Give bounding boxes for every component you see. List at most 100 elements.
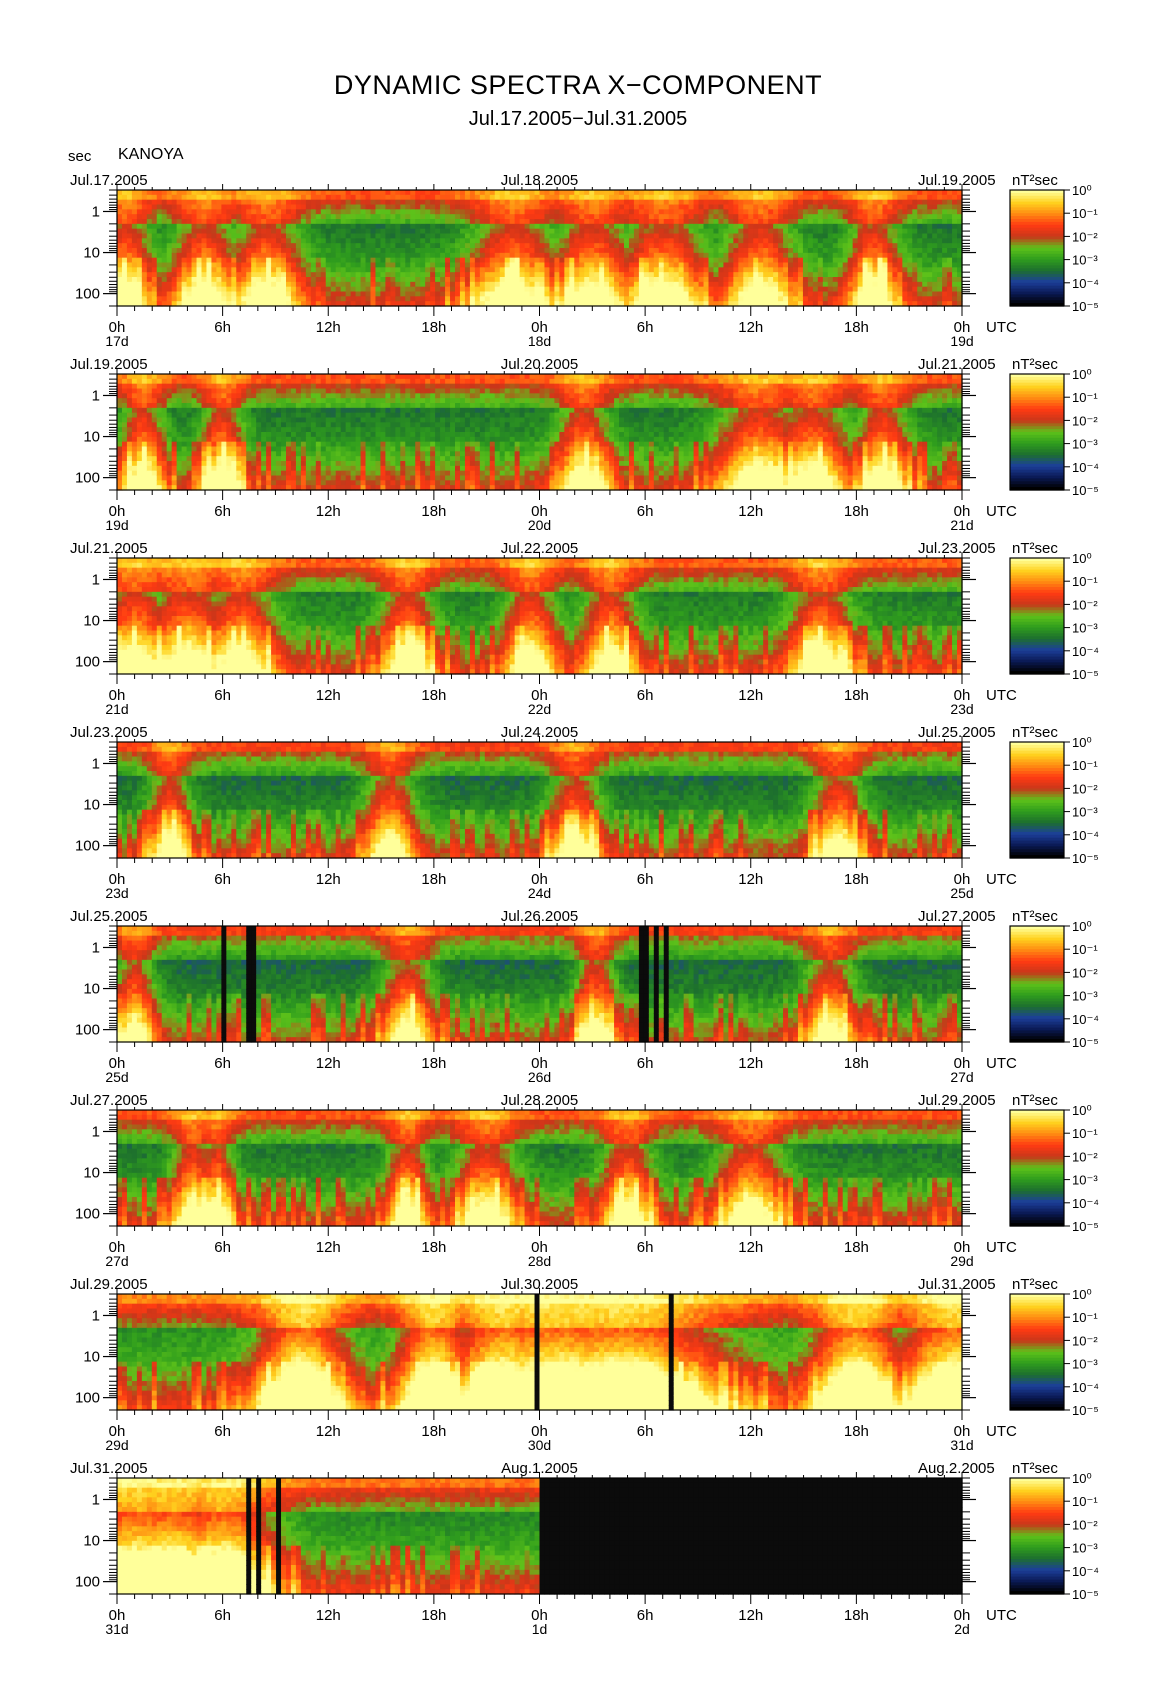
x-tick-label: 6h	[214, 1239, 231, 1256]
colorbar-tick-label: 10⁰	[1072, 1103, 1092, 1118]
x-tick-label: 6h	[637, 687, 654, 704]
day-label: 18d	[528, 333, 551, 349]
x-tick-label: 12h	[316, 687, 341, 704]
day-label: 23d	[950, 701, 973, 717]
colorbar-tick-label: 10⁻³	[1072, 621, 1098, 636]
x-tick-label: 18h	[421, 687, 446, 704]
colorbar-tick-label: 10⁻⁵	[1072, 1035, 1099, 1050]
spectrogram-image	[117, 1478, 963, 1595]
x-tick-label: 18h	[844, 1607, 869, 1624]
x-tick-label: 12h	[316, 1607, 341, 1624]
day-label: 29d	[105, 1437, 128, 1453]
panel-right-date: Jul.23.2005	[918, 540, 996, 557]
y-tick-label: 1	[92, 1491, 100, 1508]
colorbar-unit-label: nT²sec	[1012, 1276, 1058, 1293]
y-tick-label: 100	[75, 286, 100, 303]
colorbar-tick-label: 10⁰	[1072, 551, 1092, 566]
spectrogram-image	[117, 558, 963, 675]
x-tick-label: 6h	[214, 687, 231, 704]
day-label: 31d	[105, 1621, 128, 1637]
y-tick-label: 100	[75, 1206, 100, 1223]
spectrogram-image	[117, 1294, 963, 1411]
x-tick-label: 18h	[844, 687, 869, 704]
colorbar-tick-label: 10⁰	[1072, 735, 1092, 750]
day-label: 21d	[105, 701, 128, 717]
x-unit-label: UTC	[986, 1055, 1017, 1072]
colorbar-tick-label: 10⁻¹	[1072, 1494, 1098, 1509]
day-label: 24d	[528, 885, 551, 901]
x-unit-label: UTC	[986, 319, 1017, 336]
x-tick-label: 12h	[738, 319, 763, 336]
colorbar-tick-label: 10⁻²	[1072, 1333, 1098, 1348]
colorbar-tick-label: 10⁻¹	[1072, 390, 1098, 405]
x-tick-label: 12h	[738, 503, 763, 520]
colorbar-tick-label: 10⁻⁴	[1072, 1564, 1099, 1579]
x-tick-label: 12h	[738, 687, 763, 704]
x-tick-label: 12h	[316, 1055, 341, 1072]
colorbar-tick-label: 10⁻⁵	[1072, 667, 1099, 682]
panel-right-date: Jul.31.2005	[918, 1276, 996, 1293]
x-tick-label: 18h	[421, 1423, 446, 1440]
y-tick-label: 10	[83, 1349, 100, 1366]
x-unit-label: UTC	[986, 687, 1017, 704]
colorbar-unit-label: nT²sec	[1012, 172, 1058, 189]
y-tick-label: 1	[92, 1307, 100, 1324]
colorbar-tick-label: 10⁻⁴	[1072, 1380, 1099, 1395]
colorbar-tick-label: 10⁻⁴	[1072, 460, 1099, 475]
x-tick-label: 6h	[637, 1607, 654, 1624]
colorbar-tick-label: 10⁻³	[1072, 805, 1098, 820]
x-tick-label: 12h	[316, 1239, 341, 1256]
y-tick-label: 100	[75, 838, 100, 855]
y-tick-label: 100	[75, 1022, 100, 1039]
colorbar-tick-label: 10⁻⁴	[1072, 828, 1099, 843]
day-label: 26d	[528, 1069, 551, 1085]
spectra-panel-4: Jul.23.2005 Jul.24.2005 Jul.25.20051101000…	[70, 724, 1099, 901]
y-tick-label: 1	[92, 571, 100, 588]
x-tick-label: 6h	[637, 319, 654, 336]
x-tick-label: 18h	[844, 1055, 869, 1072]
day-label: 2d	[954, 1621, 970, 1637]
colorbar	[1010, 1110, 1070, 1227]
colorbar-unit-label: nT²sec	[1012, 1460, 1058, 1477]
panel-left-date: Jul.21.2005	[70, 540, 148, 557]
colorbar-tick-label: 10⁻¹	[1072, 574, 1098, 589]
colorbar	[1010, 1294, 1070, 1411]
colorbar-tick-label: 10⁻¹	[1072, 1126, 1098, 1141]
x-tick-label: 6h	[637, 871, 654, 888]
colorbar-tick-label: 10⁰	[1072, 183, 1092, 198]
x-tick-label: 6h	[214, 1055, 231, 1072]
panel-left-date: Jul.31.2005	[70, 1460, 148, 1477]
spectrogram-image	[117, 742, 963, 859]
y-tick-label: 100	[75, 470, 100, 487]
colorbar-tick-label: 10⁻²	[1072, 1149, 1098, 1164]
x-tick-label: 12h	[738, 871, 763, 888]
x-tick-label: 18h	[421, 1607, 446, 1624]
spectra-panel-3: Jul.21.2005 Jul.22.2005 Jul.23.20051101000…	[70, 540, 1099, 717]
x-tick-label: 6h	[214, 503, 231, 520]
colorbar-tick-label: 10⁻⁵	[1072, 1403, 1099, 1418]
spectrogram-image	[117, 190, 963, 307]
colorbar-unit-label: nT²sec	[1012, 356, 1058, 373]
x-tick-label: 18h	[844, 1423, 869, 1440]
y-tick-label: 100	[75, 654, 100, 671]
colorbar-tick-label: 10⁻⁴	[1072, 644, 1099, 659]
day-label: 25d	[950, 885, 973, 901]
colorbar	[1010, 926, 1070, 1043]
day-label: 27d	[105, 1253, 128, 1269]
spectra-panel-7: Jul.29.2005 Jul.30.2005 Jul.31.20051101000…	[70, 1276, 1099, 1453]
colorbar-tick-label: 10⁻²	[1072, 597, 1098, 612]
colorbar-tick-label: 10⁻⁴	[1072, 1196, 1099, 1211]
day-label: 22d	[528, 701, 551, 717]
colorbar	[1010, 558, 1070, 675]
x-tick-label: 18h	[844, 871, 869, 888]
colorbar-tick-label: 10⁻³	[1072, 1541, 1098, 1556]
spectra-panel-6: Jul.27.2005 Jul.28.2005 Jul.29.20051101000…	[70, 1092, 1099, 1269]
colorbar	[1010, 374, 1070, 491]
colorbar-tick-label: 10⁻¹	[1072, 942, 1098, 957]
x-tick-label: 6h	[637, 503, 654, 520]
colorbar-unit-label: nT²sec	[1012, 540, 1058, 557]
x-tick-label: 6h	[637, 1055, 654, 1072]
day-label: 27d	[950, 1069, 973, 1085]
